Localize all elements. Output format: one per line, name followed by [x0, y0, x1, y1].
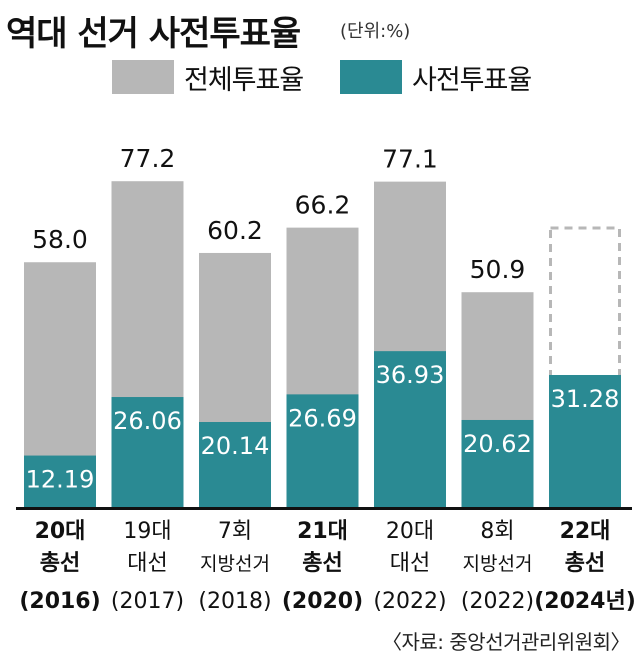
category-label: 20대	[386, 519, 434, 544]
chart-title: 역대 선거 사전투표율	[6, 14, 301, 54]
category-label: 8회	[480, 519, 514, 544]
legend-label-total: 전체투표율	[184, 64, 304, 96]
early-bar	[549, 374, 621, 507]
early-value-label: 26.06	[113, 407, 182, 435]
early-bar	[286, 394, 359, 507]
early-bar	[374, 351, 446, 507]
category-label: (2024년)	[534, 589, 636, 614]
category-label: (2018)	[198, 589, 271, 614]
total-value-label: 77.2	[120, 144, 176, 173]
category-label: 21대	[297, 519, 348, 544]
legend-swatch-early	[340, 60, 402, 94]
category-label: 20대	[35, 519, 86, 544]
category-label: 총선	[302, 551, 342, 576]
early-value-label: 36.93	[376, 361, 445, 389]
total-value-label: 58.0	[32, 225, 88, 254]
early-value-label: 26.69	[288, 404, 357, 432]
early-value-label: 12.19	[26, 466, 95, 494]
early-bar	[461, 419, 534, 507]
category-label: 19대	[123, 519, 171, 544]
early-value-label: 20.14	[201, 432, 270, 460]
category-label: (2022)	[373, 589, 446, 614]
category-label: 총선	[40, 551, 80, 576]
legend-swatch-total	[112, 60, 174, 94]
category-label: 대선	[390, 551, 430, 576]
category-label: 지방선거	[200, 553, 270, 575]
legend-item-early: 사전투표율	[340, 60, 532, 96]
category-label: 지방선거	[463, 553, 533, 575]
early-bar	[24, 455, 96, 507]
total-value-label: 60.2	[207, 216, 263, 245]
early-bar	[199, 422, 271, 507]
source-note: 〈자료: 중앙선거관리위원회〉	[382, 630, 631, 654]
early-value-label: 31.28	[551, 385, 620, 413]
early-bar	[111, 397, 184, 507]
legend-item-total: 전체투표율	[112, 60, 304, 96]
unit-label: (단위:%)	[340, 21, 411, 42]
total-value-label: 50.9	[470, 255, 526, 284]
category-label: (2020)	[282, 589, 363, 614]
category-label: (2022)	[461, 589, 534, 614]
category-label: 22대	[560, 519, 611, 544]
category-label: (2016)	[19, 589, 100, 614]
category-label: 7회	[218, 519, 252, 544]
category-label: 대선	[127, 551, 167, 576]
early-value-label: 20.62	[463, 430, 532, 458]
category-label: (2017)	[111, 589, 184, 614]
legend-label-early: 사전투표율	[412, 64, 532, 96]
total-value-label: 77.1	[382, 145, 438, 174]
category-label: 총선	[565, 551, 605, 576]
total-value-label: 66.2	[295, 191, 351, 220]
